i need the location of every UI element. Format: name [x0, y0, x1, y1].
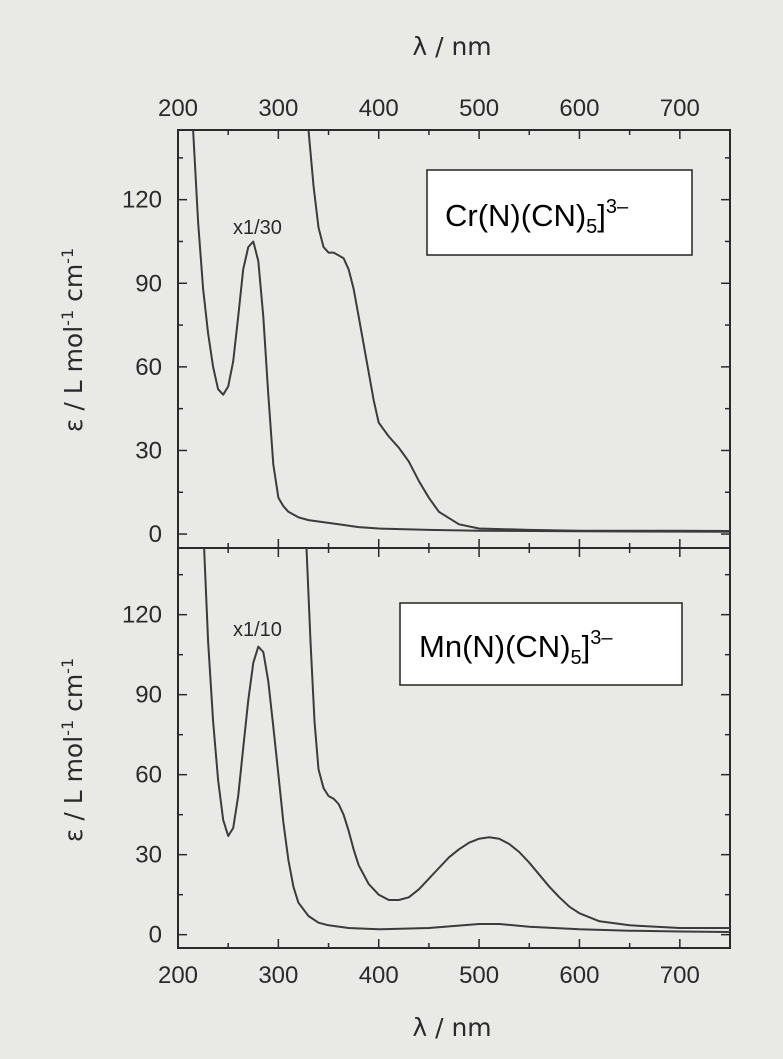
top-y-tick-label: 0 — [149, 521, 162, 548]
top-y-tick-label: 60 — [135, 354, 162, 381]
bottom-legend-main: Mn(N)(CN) — [419, 629, 571, 664]
top-legend-box — [426, 169, 693, 256]
top-y-tick-label: 90 — [135, 270, 162, 297]
bottom-panel-frame — [177, 547, 731, 949]
top-panel: 200 300 400 500 600 700 0 30 60 90 120 x1/30 Cr(N)… — [58, 95, 731, 549]
bottom-y-axis-title: ε / L mol-1 cm-1 — [58, 658, 88, 842]
bottom-y-tick-label: 30 — [135, 842, 162, 869]
top-panel-ticks: 200 300 400 500 600 700 0 30 60 90 120 — [122, 95, 731, 548]
top-y-axis-title: ε / L mol-1 cm-1 — [58, 248, 88, 432]
top-x-tick-label: 500 — [459, 95, 499, 122]
top-ylabel-exp2: -1 — [58, 248, 77, 264]
bottom-x-tick-label: 700 — [660, 962, 700, 989]
top-x-tick-label: 200 — [158, 95, 198, 122]
bottom-y-tick-label: 60 — [135, 762, 162, 789]
top-y-tick-label: 120 — [122, 187, 162, 214]
top-legend-label: Cr(N)(CN)5]3– — [445, 196, 629, 238]
bottom-x-tick-label: 300 — [258, 962, 298, 989]
bottom-panel-ticks: 200 300 400 500 600 700 0 30 60 90 120 — [122, 548, 731, 989]
bottom-x-tick-label: 500 — [459, 962, 499, 989]
bottom-x-tick-label: 200 — [158, 962, 198, 989]
top-series-1-line — [192, 129, 731, 533]
top-x-tick-label: 400 — [359, 95, 399, 122]
bottom-series-2-line — [305, 547, 730, 929]
bottom-y-tick-label: 0 — [149, 922, 162, 949]
top-y-tick-label: 30 — [135, 437, 162, 464]
top-legend: Cr(N)(CN)5]3– — [426, 169, 693, 256]
bottom-legend-sub: 5 — [571, 647, 582, 669]
top-x-axis-title: λ / nm — [412, 32, 491, 61]
bottom-scale-annotation: x1/10 — [233, 619, 282, 641]
bottom-ylabel-main: ε / L mol — [59, 736, 88, 842]
top-series-2-line — [307, 129, 731, 532]
bottom-panel: 200 300 400 500 600 700 0 30 60 90 120 x1/10 Mn(N)… — [58, 547, 731, 989]
top-panel-curves — [192, 129, 731, 533]
bottom-y-tick-label: 120 — [122, 602, 162, 629]
bottom-legend-box — [399, 602, 683, 686]
bottom-ylabel-exp2: -1 — [58, 658, 77, 674]
top-x-tick-label: 600 — [559, 95, 599, 122]
bottom-x-axis-title: λ / nm — [412, 1013, 491, 1042]
bottom-legend-label: Mn(N)(CN)5]3– — [419, 627, 613, 669]
top-x-tick-label: 700 — [660, 95, 700, 122]
top-ylabel-main: ε / L mol — [59, 326, 88, 432]
bottom-x-tick-label: 400 — [359, 962, 399, 989]
bottom-legend: Mn(N)(CN)5]3– — [399, 602, 683, 686]
top-ylabel-mid: cm — [59, 264, 88, 310]
top-scale-annotation: x1/30 — [233, 217, 282, 239]
top-legend-sup: 3– — [606, 196, 629, 218]
top-legend-sub: 5 — [586, 216, 597, 238]
bottom-series-1-line — [203, 547, 731, 933]
bottom-legend-tail: ] — [582, 629, 591, 664]
top-legend-tail: ] — [597, 198, 606, 233]
bottom-x-tick-label: 600 — [559, 962, 599, 989]
top-ylabel-exp1: -1 — [58, 310, 77, 326]
bottom-legend-sup: 3– — [590, 627, 613, 649]
bottom-panel-curves — [203, 547, 731, 933]
bottom-y-tick-label: 90 — [135, 682, 162, 709]
top-legend-main: Cr(N)(CN) — [445, 198, 586, 233]
bottom-ylabel-mid: cm — [59, 674, 88, 720]
bottom-ylabel-exp1: -1 — [58, 720, 77, 736]
top-x-tick-label: 300 — [258, 95, 298, 122]
